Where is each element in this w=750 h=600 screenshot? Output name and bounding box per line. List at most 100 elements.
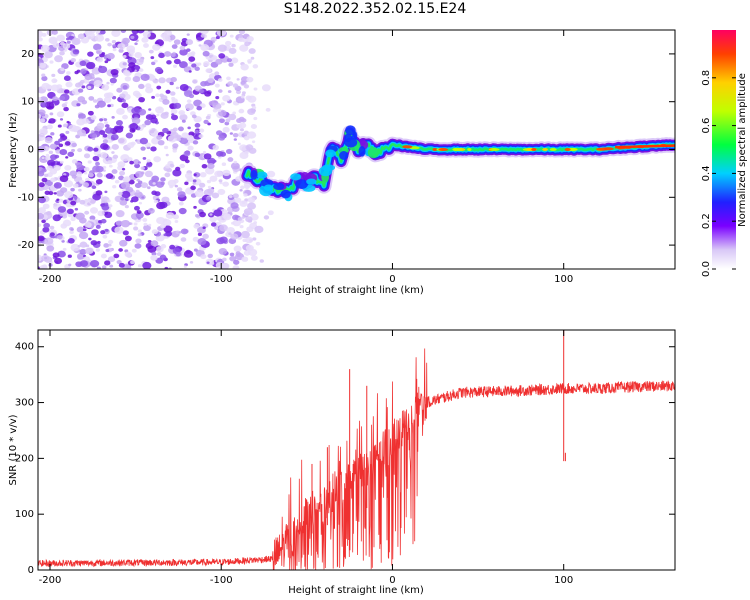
heatmap-cell	[112, 154, 119, 159]
heatmap-cell	[150, 240, 159, 247]
heatmap-cell	[199, 128, 205, 133]
heatmap-cell	[49, 225, 55, 230]
heatmap-cell	[100, 143, 109, 150]
heatmap-cell	[96, 56, 104, 63]
heatmap-cell	[50, 132, 55, 136]
heatmap-cell	[104, 228, 109, 232]
heatmap-cell	[124, 235, 132, 242]
heatmap-cell	[78, 231, 89, 240]
heatmap-x-label: Height of straight line (km)	[288, 285, 424, 296]
heatmap-noise	[38, 30, 276, 269]
heatmap-cell	[213, 159, 217, 163]
heatmap-cell	[66, 120, 70, 124]
heatmap-cell	[236, 123, 243, 129]
heatmap-cell	[102, 234, 108, 239]
heatmap-cell	[196, 105, 202, 111]
heatmap-cell	[41, 156, 45, 160]
heatmap-cell	[261, 84, 271, 92]
heatmap-cell	[125, 188, 130, 192]
heatmap-cell	[184, 181, 189, 186]
heatmap-cell	[102, 265, 107, 269]
heatmap-cell	[94, 104, 100, 109]
heatmap-cell	[206, 261, 210, 264]
heatmap-cell	[198, 88, 204, 94]
heatmap-cell	[226, 227, 235, 234]
heatmap-cell	[173, 39, 181, 45]
heatmap-cell	[77, 244, 81, 248]
heatmap-cell	[71, 37, 81, 46]
heatmap-ridge-blob	[295, 179, 309, 190]
snr-y-tick-label: 0	[28, 565, 34, 576]
heatmap-cell	[210, 222, 217, 227]
heatmap-ridge-blob	[273, 182, 285, 191]
heatmap-cell	[78, 113, 86, 120]
colorbar-tick-label: 0.6	[701, 118, 712, 134]
colorbar-tick-label: 0.8	[701, 70, 712, 86]
heatmap-cell	[122, 62, 127, 66]
heatmap-cell	[91, 185, 97, 190]
heatmap-cell	[227, 90, 232, 94]
heatmap-cell	[206, 179, 212, 184]
heatmap-cell	[122, 85, 128, 90]
heatmap-cell	[105, 37, 110, 42]
heatmap-cell	[60, 67, 65, 72]
heatmap-cell	[151, 251, 157, 256]
snr-series	[38, 330, 675, 570]
heatmap-cell	[117, 137, 127, 145]
heatmap-cell	[67, 254, 72, 258]
heatmap-ridge-core	[402, 145, 413, 149]
heatmap-cell	[43, 222, 51, 229]
heatmap-cell	[134, 191, 143, 199]
heatmap-cell	[157, 139, 165, 146]
heatmap-cell	[212, 108, 218, 113]
heatmap-cell	[77, 129, 87, 137]
heatmap-cell	[180, 112, 184, 115]
heatmap-cell	[59, 95, 66, 101]
heatmap-cell	[135, 238, 142, 244]
heatmap-cell	[48, 263, 53, 267]
heatmap-cell	[186, 48, 191, 52]
heatmap-cell	[100, 218, 107, 224]
heatmap-cell	[92, 155, 100, 162]
heatmap-cell	[141, 196, 145, 199]
heatmap-cell	[179, 163, 185, 169]
heatmap-cell	[156, 85, 162, 90]
heatmap-cell	[138, 68, 144, 72]
heatmap-cell	[178, 126, 184, 132]
heatmap-cell	[131, 248, 137, 253]
heatmap-cell	[114, 179, 120, 184]
heatmap-cell	[240, 185, 245, 190]
heatmap-cell	[233, 138, 237, 141]
heatmap-cell	[114, 195, 123, 203]
heatmap-cell	[145, 162, 153, 168]
heatmap-cell	[90, 115, 97, 120]
heatmap-cell	[100, 230, 106, 235]
heatmap-cell	[170, 131, 179, 139]
heatmap-cell	[239, 225, 244, 229]
heatmap-cell	[71, 142, 77, 148]
heatmap-cell	[90, 240, 98, 246]
heatmap-cell	[179, 137, 189, 145]
heatmap-cell	[72, 183, 79, 188]
heatmap-ridge-blob	[367, 147, 380, 159]
heatmap-cell	[239, 128, 244, 132]
heatmap-cell	[178, 61, 188, 69]
heatmap-cell	[120, 181, 131, 190]
heatmap-cell	[106, 81, 110, 85]
heatmap-cell	[254, 225, 264, 234]
heatmap-cell	[79, 199, 86, 205]
heatmap-cell	[229, 252, 235, 257]
heatmap-cell	[231, 43, 236, 48]
colorbar-tick-label: 0.4	[701, 165, 712, 181]
heatmap-cell	[78, 188, 82, 192]
chart-title: S148.2022.352.02.15.E24	[283, 1, 467, 17]
heatmap-cell	[191, 114, 197, 119]
heatmap-cell	[137, 264, 142, 268]
heatmap-cell	[105, 173, 114, 179]
heatmap-cell	[70, 243, 80, 252]
heatmap-cell	[106, 52, 115, 60]
heatmap-cell	[188, 61, 193, 65]
heatmap-cell	[142, 31, 151, 38]
heatmap-cell	[151, 61, 156, 66]
heatmap-cell	[58, 143, 64, 148]
